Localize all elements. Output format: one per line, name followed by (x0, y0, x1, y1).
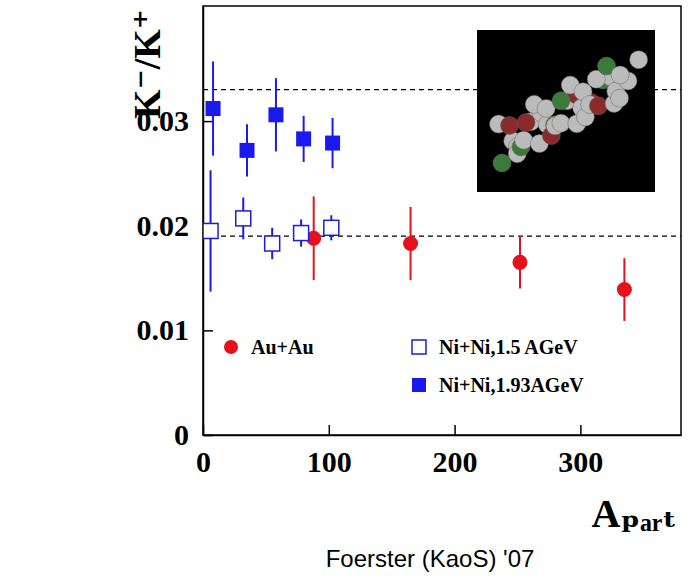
x-axis-title: Aₚₐᵣₜ (591, 491, 677, 536)
inset-particle (552, 114, 570, 132)
plot-frame (203, 6, 681, 435)
tick-label: 300 (558, 445, 603, 478)
legend: Au+Au Ni+Ni,1.5 AGeV Ni+Ni,1.93AGeV (224, 336, 584, 396)
tick-label: 0.02 (137, 209, 190, 242)
inset-particle (517, 114, 535, 132)
tick-mark (580, 425, 582, 435)
tick-mark (203, 425, 205, 435)
point (324, 220, 339, 235)
point (268, 107, 283, 122)
inset-particle (611, 89, 629, 107)
data-marks (203, 61, 632, 320)
point (325, 136, 340, 151)
legend-swatch (224, 340, 238, 354)
inset-particle (552, 92, 570, 110)
tick-label: 0 (174, 418, 189, 451)
legend-label: Ni+Ni,1.5 AGeV (439, 336, 578, 358)
point (203, 223, 218, 238)
tick: 0 (196, 425, 211, 478)
tick-mark (203, 121, 213, 123)
inset-particle (611, 66, 629, 84)
point (617, 282, 632, 297)
legend-swatch (412, 340, 426, 354)
inset-particle (500, 116, 518, 134)
inset-particle (515, 131, 533, 149)
point (296, 131, 311, 146)
point (206, 101, 221, 116)
inset-background (477, 30, 655, 192)
inset-particle (589, 97, 607, 115)
inset-image (477, 30, 655, 192)
series (203, 170, 339, 291)
tick: 300 (558, 425, 603, 478)
point (403, 236, 418, 251)
axis-line (204, 435, 682, 437)
tick-mark (203, 330, 213, 332)
x-axis: 0 100 200 300 (196, 425, 682, 478)
inset-particle (630, 51, 648, 69)
point (265, 236, 280, 251)
tick: 0.01 (137, 313, 214, 346)
point (236, 211, 251, 226)
tick-label: 100 (307, 445, 352, 478)
chart: 00.010.020.030100200300Au+AuNi+Ni,1.5 AG… (0, 0, 693, 581)
tick-label: 0 (196, 445, 211, 478)
point (240, 143, 255, 158)
tick-mark (454, 425, 456, 435)
inset-particle (493, 154, 511, 172)
legend-label: Ni+Ni,1.93AGeV (439, 374, 584, 396)
tick: 200 (433, 425, 478, 478)
caption: Foerster (KaoS) '07 (326, 545, 535, 572)
point (294, 226, 309, 241)
series (206, 61, 341, 176)
plot-area: 00.010.020.030100200300Au+AuNi+Ni,1.5 AG… (137, 6, 682, 478)
legend-swatch (412, 378, 426, 392)
tick: 100 (307, 425, 352, 478)
tick-label: 0.01 (137, 313, 190, 346)
tick-mark (329, 425, 331, 435)
tick-label: 200 (433, 445, 478, 478)
point (512, 255, 527, 270)
axis-line (203, 7, 205, 436)
y-axis-title: K⁻/K⁺ (126, 9, 168, 119)
legend-label: Au+Au (251, 336, 314, 358)
series (306, 196, 632, 321)
tick: 0.02 (137, 209, 214, 242)
